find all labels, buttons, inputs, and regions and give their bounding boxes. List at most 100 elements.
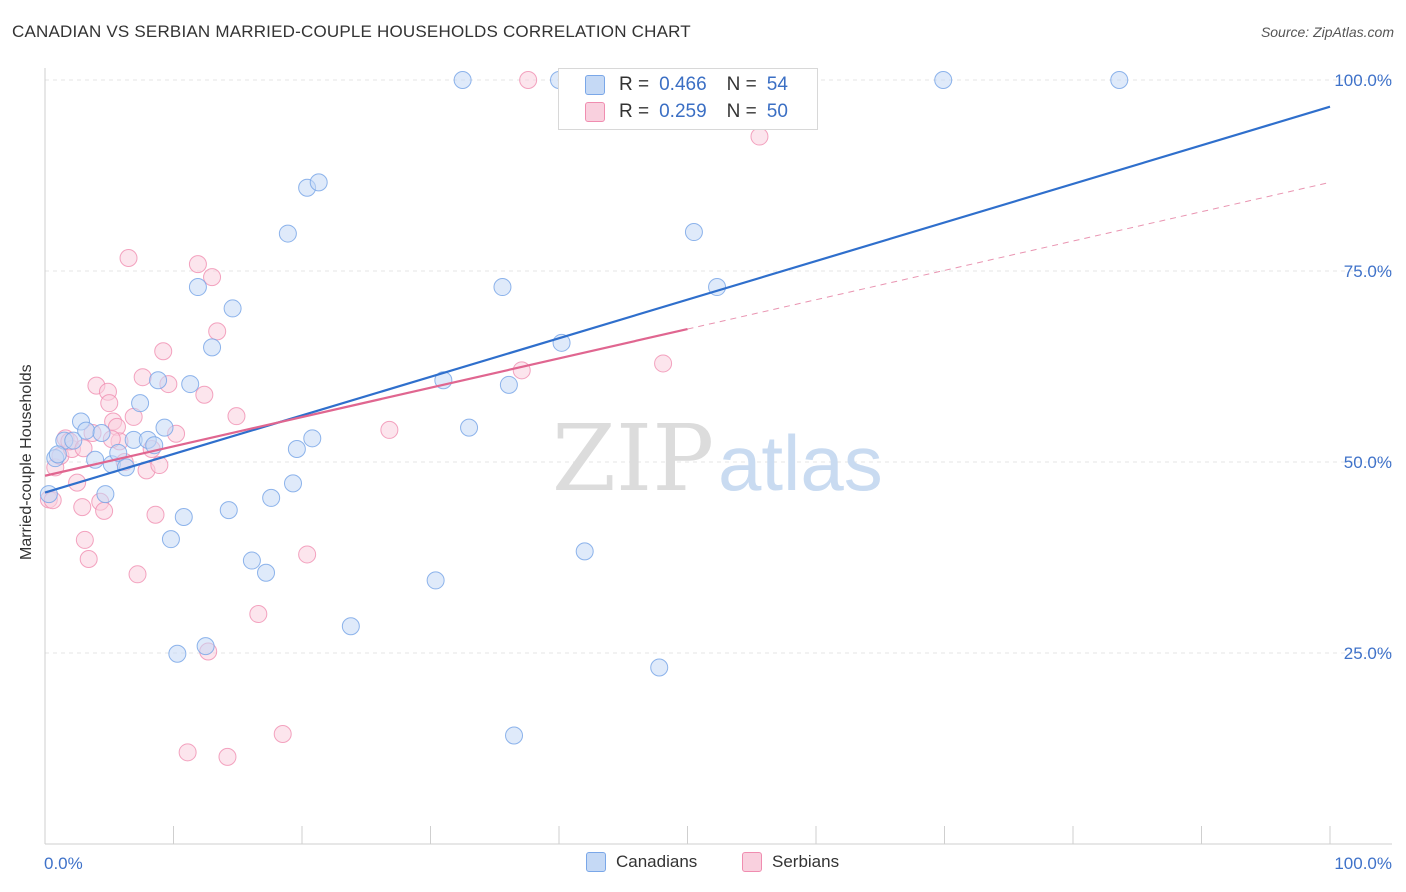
x-tick-label: 0.0% xyxy=(44,854,83,873)
canadian-point[interactable] xyxy=(493,278,512,297)
n-value-serbians: 50 xyxy=(766,101,788,122)
canadian-point[interactable] xyxy=(575,542,594,561)
serbian-point[interactable] xyxy=(178,743,197,762)
serbian-point[interactable] xyxy=(750,127,769,146)
watermark: ZIP atlas xyxy=(552,405,883,512)
serbian-point[interactable] xyxy=(133,368,152,387)
r-label: R = xyxy=(619,74,650,95)
canadian-point[interactable] xyxy=(188,278,207,297)
canadian-point[interactable] xyxy=(287,440,306,459)
chart-title: CANADIAN VS SERBIAN MARRIED-COUPLE HOUSE… xyxy=(12,22,691,41)
canadian-legend-swatch xyxy=(586,852,606,872)
canadian-point[interactable] xyxy=(168,644,187,663)
canadian-point[interactable] xyxy=(453,71,472,89)
serbian-point[interactable] xyxy=(380,420,399,439)
r-value-serbians: 0.259 xyxy=(659,101,707,122)
y-tick-label: 25.0% xyxy=(1344,644,1392,663)
serbian-point[interactable] xyxy=(154,342,173,361)
serbian-point[interactable] xyxy=(512,361,531,380)
canadian-point[interactable] xyxy=(64,431,83,450)
canadian-point[interactable] xyxy=(174,508,193,527)
serbian-swatch xyxy=(585,102,605,122)
trend-lines xyxy=(44,105,1331,494)
serbian-point[interactable] xyxy=(150,456,169,475)
canadian-point[interactable] xyxy=(1110,71,1129,89)
canadian-point[interactable] xyxy=(196,637,215,656)
canadian-swatch xyxy=(585,75,605,95)
stats-row-serbians: R = 0.259 N = 50 xyxy=(585,101,788,123)
serbian-point[interactable] xyxy=(654,354,673,373)
serbian-point[interactable] xyxy=(73,498,92,517)
serbian-point[interactable] xyxy=(146,505,165,524)
serbian-legend-swatch xyxy=(742,852,762,872)
canadian-point[interactable] xyxy=(262,488,281,507)
serbian-point[interactable] xyxy=(208,322,227,341)
watermark-zip: ZIP xyxy=(552,405,714,512)
canadian-point[interactable] xyxy=(303,429,322,448)
canadian-point[interactable] xyxy=(242,551,261,570)
canadian-point[interactable] xyxy=(149,371,168,390)
serbian-point[interactable] xyxy=(100,394,119,413)
x-tick-labels: 0.0% 100.0% xyxy=(44,854,1392,873)
axes xyxy=(44,68,1392,845)
canadian-point[interactable] xyxy=(92,423,111,442)
serbian-point[interactable] xyxy=(249,605,268,624)
canadian-point[interactable] xyxy=(96,485,115,504)
x-tick-label: 100.0% xyxy=(1334,854,1392,873)
legend-label-canadians: Canadians xyxy=(616,852,698,871)
legend-item-canadians[interactable]: Canadians xyxy=(586,852,697,872)
canadian-point[interactable] xyxy=(499,375,518,394)
r-label: R = xyxy=(619,101,650,122)
canadian-point[interactable] xyxy=(131,394,150,413)
canadian-point[interactable] xyxy=(934,71,953,89)
legend-item-serbians[interactable]: Serbians xyxy=(742,852,839,872)
n-value-canadians: 54 xyxy=(766,74,788,95)
canadian-point[interactable] xyxy=(278,224,297,243)
canadian-point[interactable] xyxy=(505,726,524,745)
legend: Canadians Serbians xyxy=(0,850,1406,878)
serbian-point[interactable] xyxy=(227,407,246,426)
canadian-point[interactable] xyxy=(203,338,222,357)
serbian-point[interactable] xyxy=(519,71,538,89)
canadian-point[interactable] xyxy=(155,418,174,437)
serbian-point[interactable] xyxy=(79,550,98,569)
stats-legend: R = 0.466 N = 54 R = 0.259 N = 50 xyxy=(558,68,818,130)
serbian-point[interactable] xyxy=(188,255,207,274)
canadian-point[interactable] xyxy=(309,173,328,192)
canadian-point[interactable] xyxy=(39,485,58,504)
canadian-point[interactable] xyxy=(684,223,703,242)
serbian-point[interactable] xyxy=(273,724,292,743)
canadian-point[interactable] xyxy=(223,299,242,318)
canadian-trend-line xyxy=(44,105,1331,494)
canadian-point[interactable] xyxy=(77,421,96,440)
serbian-point[interactable] xyxy=(119,249,138,268)
canadian-point[interactable] xyxy=(460,418,479,437)
r-value-canadians: 0.466 xyxy=(659,74,707,95)
serbian-point[interactable] xyxy=(203,268,222,287)
serbian-point[interactable] xyxy=(95,501,114,520)
serbian-point[interactable] xyxy=(298,545,317,564)
n-label: N = xyxy=(726,74,757,95)
y-axis-label: Married-couple Households xyxy=(18,364,35,560)
watermark-atlas: atlas xyxy=(718,419,883,507)
serbian-trend-line-extension xyxy=(687,181,1331,330)
stats-row-canadians: R = 0.466 N = 54 xyxy=(585,74,788,96)
canadian-point[interactable] xyxy=(341,617,360,636)
canadian-point[interactable] xyxy=(284,474,303,493)
serbian-point[interactable] xyxy=(195,385,214,404)
canadian-point[interactable] xyxy=(48,445,67,464)
canadian-point[interactable] xyxy=(181,375,200,394)
canadian-point[interactable] xyxy=(257,563,276,582)
canadian-point[interactable] xyxy=(426,571,445,590)
canadian-point[interactable] xyxy=(219,501,238,520)
serbian-point[interactable] xyxy=(75,530,94,549)
serbian-point[interactable] xyxy=(218,747,237,766)
source-credit: Source: ZipAtlas.com xyxy=(1260,24,1394,40)
canadian-point[interactable] xyxy=(161,530,180,549)
n-label: N = xyxy=(726,101,757,122)
legend-label-serbians: Serbians xyxy=(772,852,840,871)
canadian-point[interactable] xyxy=(650,658,669,677)
serbian-point[interactable] xyxy=(128,565,147,584)
y-tick-labels: 25.0% 50.0% 75.0% 100.0% xyxy=(1334,71,1392,663)
